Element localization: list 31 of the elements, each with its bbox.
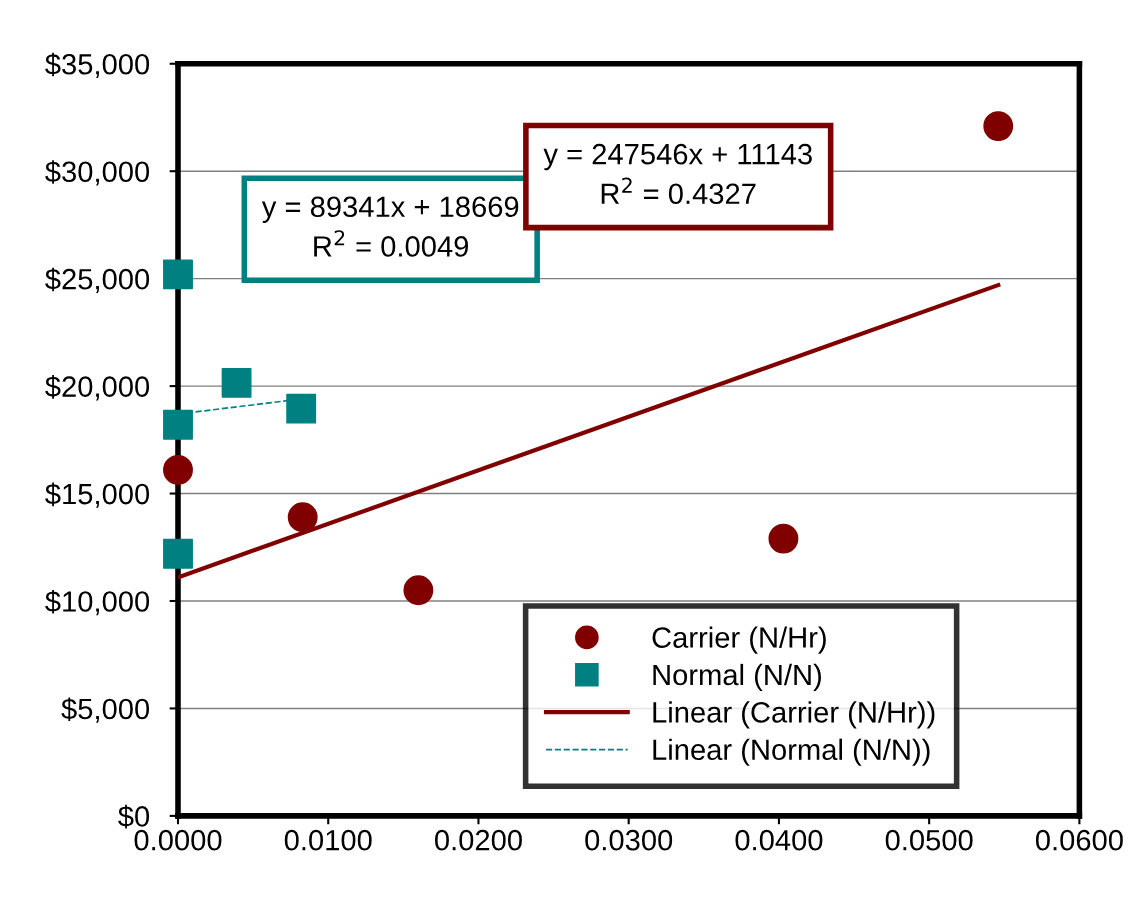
point [163,259,193,290]
y-tick-label: $20,000 [45,375,150,401]
point [403,575,434,606]
point [163,538,193,569]
x-tick-label: 0.0600 [1035,829,1123,851]
y-tick-label: $25,000 [45,267,150,293]
annotation: y = 89341x + 18669 R$^{2}$ = 0.0049 [261,196,519,257]
y-tick-label: $0 [118,804,150,829]
y-tick-label: $15,000 [45,482,150,508]
legend-label: Normal (N/N) [653,663,821,692]
y-tick-label: $30,000 [45,160,150,186]
point [163,409,193,440]
legend-label: Carrier (N/Hr) [652,626,826,654]
y-tick-label: $5,000 [61,697,150,723]
x-tick-label: 0.0400 [735,829,823,851]
point [286,393,317,424]
y-tick-label: $35,000 [45,52,150,79]
x-tick-label: 0.0200 [435,829,522,851]
x-tick-label: 0.0500 [885,829,973,851]
x-tick-label: 0.0300 [585,829,673,851]
point [221,367,252,398]
point [983,111,1014,142]
point [163,454,193,485]
x-tick-label: 0.0000 [134,829,222,851]
point [287,502,318,533]
point [768,523,799,554]
x-tick-label: 0.0100 [284,829,372,851]
y-tick-label: $10,000 [45,589,150,616]
legend-label: Linear (Normal (N/N)) [653,738,930,766]
legend-label: Linear (Carrier (N/Hr)) [653,701,935,729]
annotation: y = 247546x + 11143 R$^{2}$ = 0.4327 [543,143,812,205]
